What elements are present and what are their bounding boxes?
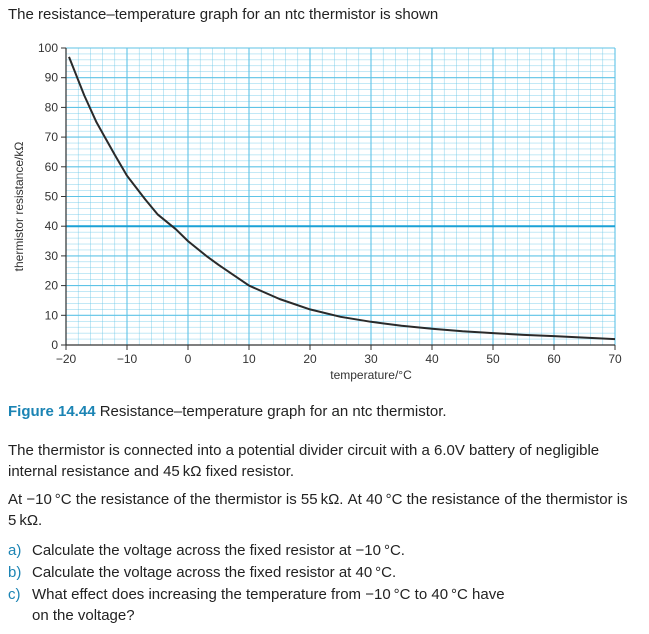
question-text: Calculate the voltage across the fixed r… [32,564,397,581]
question-c: c) What effect does increasing the temper… [8,584,638,626]
question-text: Calculate the voltage across the fixed r… [32,542,405,559]
x-tick-label: 70 [608,352,622,366]
x-tick-label: 20 [303,352,317,366]
paragraph-circuit: The thermistor is connected into a poten… [8,442,600,480]
x-tick-label: 0 [185,352,192,366]
question-label: b) [8,564,22,581]
y-tick-label: 20 [45,279,59,293]
question-label: c) [8,586,21,603]
x-tick-label: 50 [486,352,500,366]
y-tick-label: 60 [45,160,59,174]
question-b: b) Calculate the voltage across the fixed… [8,562,638,583]
y-tick-label: 70 [45,130,59,144]
resistance-temperature-chart: 0 10 20 30 40 50 60 70 80 90 100 −20 −10 0 10 20 30 40 50… [12,41,622,382]
x-tick-label: 40 [425,352,439,366]
y-tick-label: 0 [51,338,58,352]
y-axis-label: thermistor resistance/kΩ [12,142,26,272]
y-tick-label: 40 [45,219,59,233]
x-tick-label: 10 [242,352,256,366]
x-tick-label: 30 [364,352,378,366]
question-a: a) Calculate the voltage across the fixed… [8,540,638,561]
x-tick-label: −20 [56,352,77,366]
y-tick-label: 30 [45,249,59,263]
y-tick-label: 10 [45,308,59,322]
x-tick-labels: −20 −10 0 10 20 30 40 50 60 70 [56,352,622,366]
axes [61,47,616,350]
y-tick-label: 50 [45,190,59,204]
question-label: a) [8,542,22,559]
resistance-curve [68,56,616,341]
y-tick-label: 100 [38,41,58,55]
figure-caption-text: Resistance–temperature graph for an ntc … [99,403,447,420]
x-tick-label: 60 [547,352,561,366]
question-text-continued: on the voltage? [32,607,135,624]
major-grid [65,47,616,346]
question-text: What effect does increasing the temperat… [32,586,505,603]
figure-number: Figure 14.44 [8,403,96,420]
y-tick-label: 90 [45,71,59,85]
figure-caption: Figure 14.44 Resistance–temperature grap… [8,403,447,420]
y-tick-label: 80 [45,100,59,114]
intro-text: The resistance–temperature graph for an … [8,6,439,23]
paragraph-resistances: At −10 °C the resistance of the thermist… [8,491,628,529]
x-axis-label: temperature/°C [330,368,412,382]
y-tick-labels: 0 10 20 30 40 50 60 70 80 90 100 [38,41,58,352]
x-tick-label: −10 [117,352,138,366]
